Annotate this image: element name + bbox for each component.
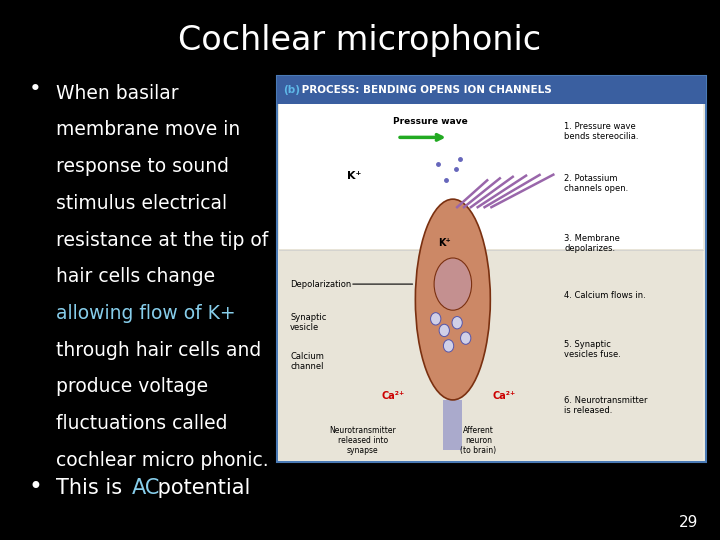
Text: 6. Neurotransmitter
is released.: 6. Neurotransmitter is released.	[564, 396, 648, 415]
Text: 5. Synaptic
vesicles fuse.: 5. Synaptic vesicles fuse.	[564, 340, 621, 360]
Text: Calcium
channel: Calcium channel	[290, 352, 324, 371]
Text: (b): (b)	[283, 85, 300, 94]
Text: fluctuations called: fluctuations called	[56, 414, 228, 433]
Text: membrane move in: membrane move in	[56, 120, 240, 139]
Text: stimulus electrical: stimulus electrical	[56, 194, 228, 213]
Text: Synaptic
vesicle: Synaptic vesicle	[290, 313, 326, 333]
Text: Ca²⁺: Ca²⁺	[382, 391, 405, 401]
Ellipse shape	[444, 340, 454, 352]
Text: AC: AC	[132, 478, 161, 498]
Text: response to sound: response to sound	[56, 157, 229, 176]
Text: through hair cells and: through hair cells and	[56, 341, 261, 360]
Text: allowing flow of K+: allowing flow of K+	[56, 304, 235, 323]
Text: 3. Membrane
depolarizes.: 3. Membrane depolarizes.	[564, 234, 620, 253]
Text: resistance at the tip of: resistance at the tip of	[56, 231, 269, 249]
Bar	[277, 76, 706, 462]
Bar	[279, 104, 703, 251]
Text: produce voltage: produce voltage	[56, 377, 208, 396]
Text: Ca²⁺: Ca²⁺	[492, 391, 516, 401]
Text: •: •	[29, 79, 42, 99]
Bar	[444, 400, 462, 450]
Text: 29: 29	[679, 515, 698, 530]
Text: PROCESS: BENDING OPENS ION CHANNELS: PROCESS: BENDING OPENS ION CHANNELS	[298, 85, 552, 94]
Text: cochlear micro phonic.: cochlear micro phonic.	[56, 451, 269, 470]
Text: Neurotransmitter
released into
synapse: Neurotransmitter released into synapse	[330, 426, 396, 455]
Text: potential: potential	[151, 478, 251, 498]
Text: Afferent
neuron
(to brain): Afferent neuron (to brain)	[461, 426, 497, 455]
Ellipse shape	[452, 316, 462, 329]
Ellipse shape	[431, 313, 441, 325]
Text: Cochlear microphonic: Cochlear microphonic	[179, 24, 541, 57]
Text: This is: This is	[56, 478, 129, 498]
Text: 1. Pressure wave
bends stereocilia.: 1. Pressure wave bends stereocilia.	[564, 122, 639, 141]
Text: Pressure wave: Pressure wave	[393, 117, 467, 126]
Ellipse shape	[415, 199, 490, 400]
Ellipse shape	[434, 258, 472, 310]
Text: K⁺: K⁺	[438, 238, 451, 248]
Text: •: •	[29, 475, 42, 499]
Ellipse shape	[461, 332, 471, 345]
Text: K⁺: K⁺	[347, 171, 361, 181]
Bar	[277, 76, 706, 104]
Text: 2. Potassium
channels open.: 2. Potassium channels open.	[564, 174, 629, 193]
Ellipse shape	[439, 324, 449, 336]
Text: Depolarization: Depolarization	[290, 280, 351, 288]
Bar	[279, 249, 703, 460]
Text: When basilar: When basilar	[56, 84, 179, 103]
Text: 4. Calcium flows in.: 4. Calcium flows in.	[564, 291, 646, 300]
Text: hair cells change: hair cells change	[56, 267, 215, 286]
